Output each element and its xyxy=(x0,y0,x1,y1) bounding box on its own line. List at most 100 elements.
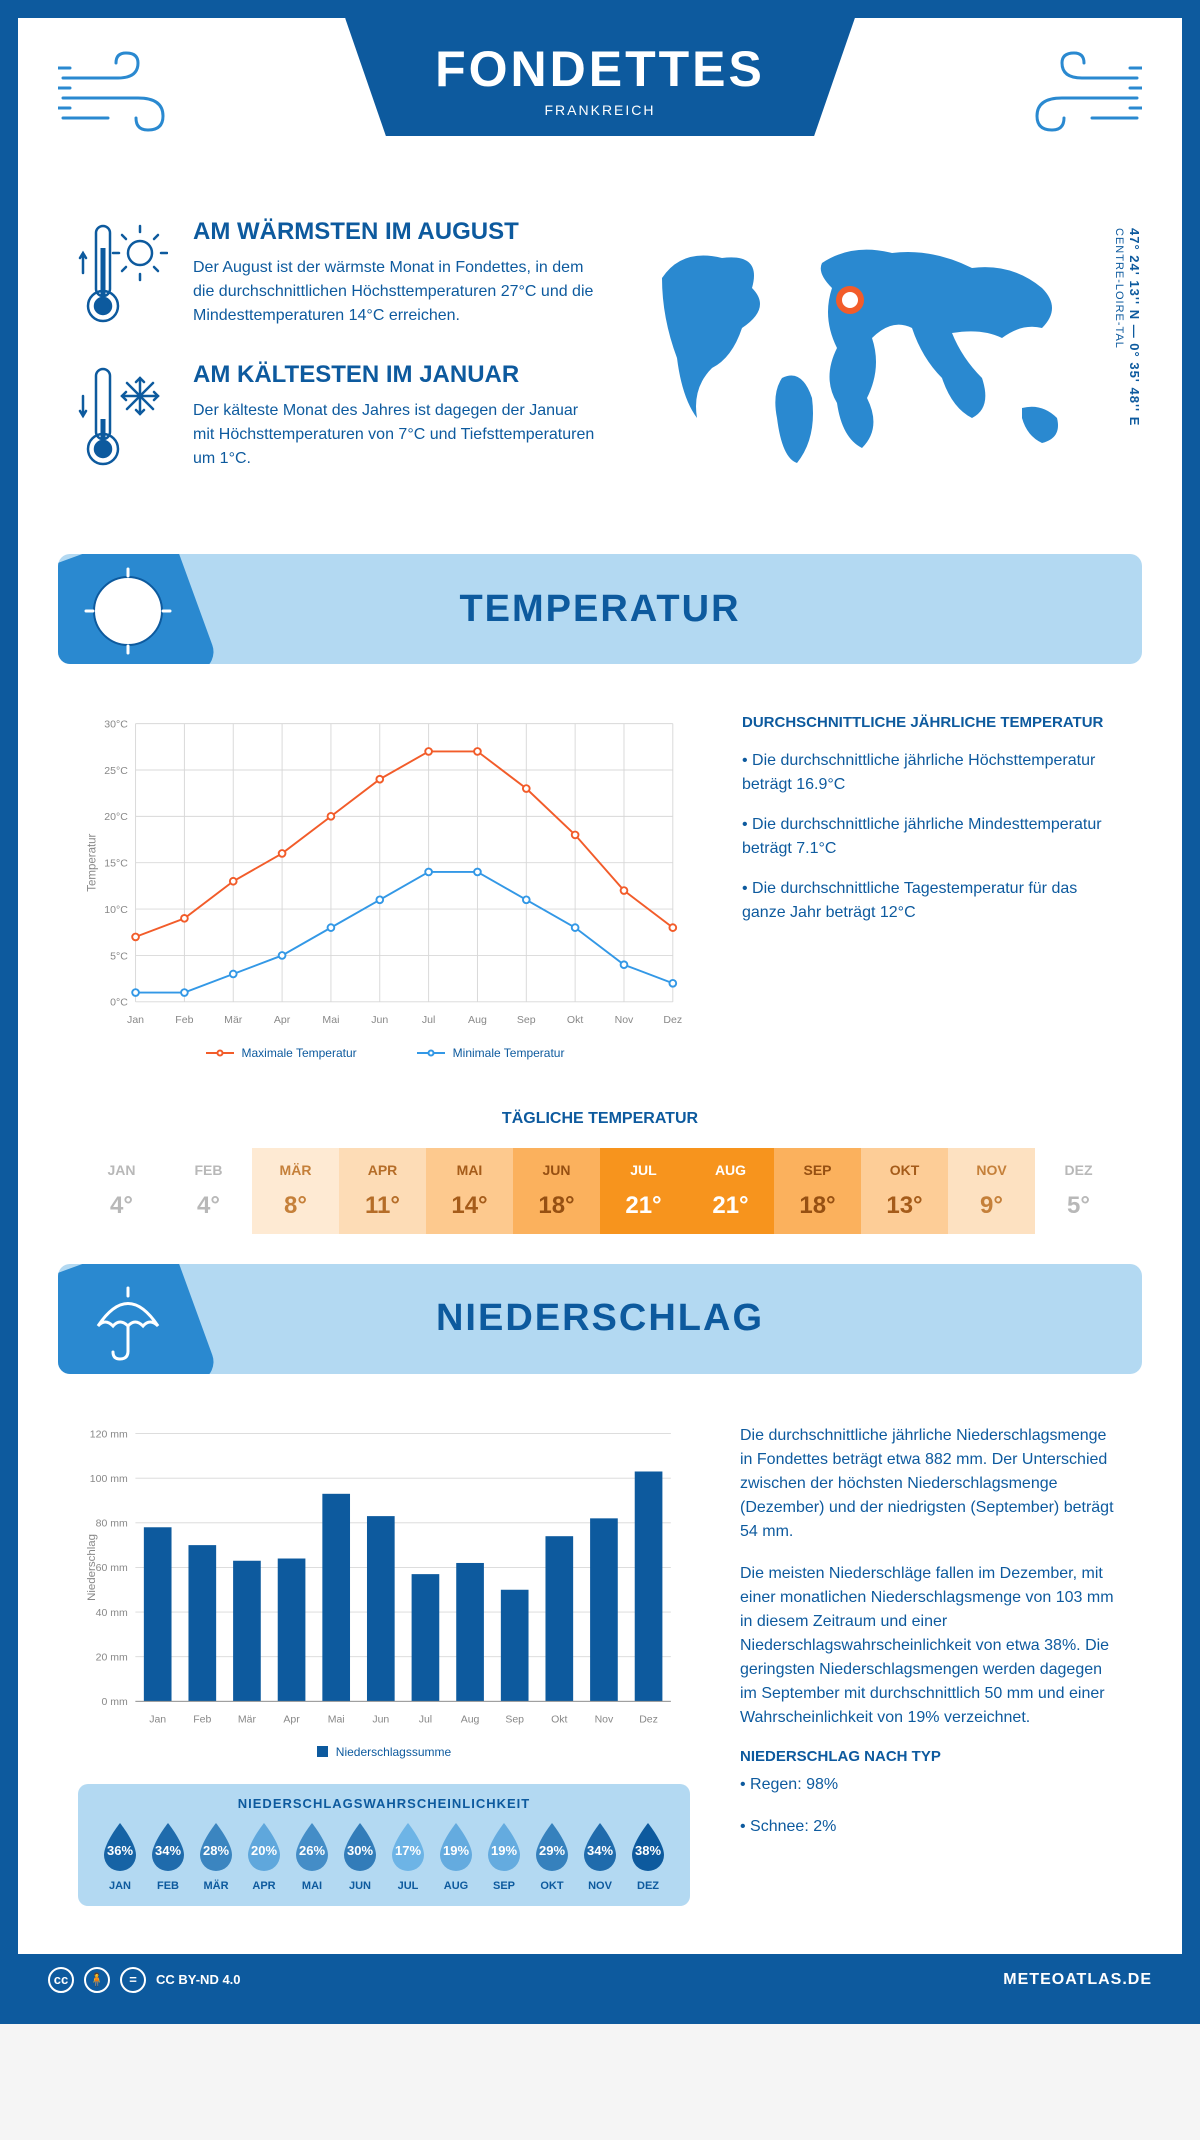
precip-p2: Die meisten Niederschläge fallen im Deze… xyxy=(740,1562,1122,1730)
svg-text:Aug: Aug xyxy=(468,1014,487,1026)
svg-text:Sep: Sep xyxy=(517,1014,536,1026)
section-header-temperature: TEMPERATUR xyxy=(58,554,1142,664)
svg-text:Feb: Feb xyxy=(175,1014,193,1026)
svg-text:Dez: Dez xyxy=(663,1014,682,1026)
thermometer-sun-icon xyxy=(78,218,168,333)
temperature-legend: Maximale Temperatur Minimale Temperatur xyxy=(78,1046,692,1060)
map-column: 47° 24' 13'' N — 0° 35' 48'' E CENTRE-LO… xyxy=(642,218,1122,504)
daily-temp-cell: JUN18° xyxy=(513,1148,600,1234)
temperature-heading: TEMPERATUR xyxy=(58,588,1142,631)
precip-type-heading: NIEDERSCHLAG NACH TYP xyxy=(740,1748,1122,1765)
daily-temp-cell: DEZ5° xyxy=(1035,1148,1122,1234)
probability-drop: 19%AUG xyxy=(432,1821,480,1892)
svg-text:Dez: Dez xyxy=(639,1713,658,1725)
fact-warmest-text: Der August ist der wärmste Monat in Fond… xyxy=(193,256,602,328)
svg-text:Aug: Aug xyxy=(461,1713,480,1725)
probability-drop: 29%OKT xyxy=(528,1821,576,1892)
precipitation-heading: NIEDERSCHLAG xyxy=(58,1297,1142,1340)
fact-coldest-title: AM KÄLTESTEN IM JANUAR xyxy=(193,361,602,389)
legend-min-label: Minimale Temperatur xyxy=(453,1046,565,1060)
temperature-content: 0°C5°C10°C15°C20°C25°C30°CJanFebMärAprMa… xyxy=(18,684,1182,1090)
daily-temp-cell: JUL21° xyxy=(600,1148,687,1234)
daily-temp-cell: MAI14° xyxy=(426,1148,513,1234)
daily-temp-cell: AUG21° xyxy=(687,1148,774,1234)
precip-legend: Niederschlagssumme xyxy=(78,1745,690,1759)
wind-icon xyxy=(58,48,188,143)
umbrella-icon xyxy=(83,1276,173,1371)
svg-text:Mär: Mär xyxy=(238,1713,257,1725)
temperature-text: DURCHSCHNITTLICHE JÄHRLICHE TEMPERATUR •… xyxy=(742,714,1122,1060)
daily-temp-cell: SEP18° xyxy=(774,1148,861,1234)
daily-temp-cell: MÄR8° xyxy=(252,1148,339,1234)
daily-temp-cell: APR11° xyxy=(339,1148,426,1234)
daily-temp-cell: NOV9° xyxy=(948,1148,1035,1234)
probability-drop: 17%JUL xyxy=(384,1821,432,1892)
svg-text:Nov: Nov xyxy=(615,1014,634,1026)
probability-drop: 26%MAI xyxy=(288,1821,336,1892)
coords-latlon: 47° 24' 13'' N — 0° 35' 48'' E xyxy=(1127,228,1142,426)
probability-drop: 20%APR xyxy=(240,1821,288,1892)
svg-text:Mär: Mär xyxy=(224,1014,243,1026)
svg-text:Temperatur: Temperatur xyxy=(86,833,98,891)
svg-text:20°C: 20°C xyxy=(104,811,128,823)
svg-text:Okt: Okt xyxy=(551,1713,567,1725)
footer: cc 🧍 = CC BY-ND 4.0 METEOATLAS.DE xyxy=(18,1954,1182,2006)
precip-legend-label: Niederschlagssumme xyxy=(336,1745,451,1759)
sun-icon xyxy=(83,566,173,661)
page: FONDETTES FRANKREICH xyxy=(0,0,1200,2024)
svg-text:40 mm: 40 mm xyxy=(96,1606,128,1618)
legend-max: Maximale Temperatur xyxy=(206,1046,357,1060)
title-banner: FONDETTES FRANKREICH xyxy=(345,18,855,136)
svg-text:Jan: Jan xyxy=(149,1713,166,1725)
footer-license: cc 🧍 = CC BY-ND 4.0 xyxy=(48,1967,241,1993)
precip-type2: • Schnee: 2% xyxy=(740,1815,1122,1839)
svg-text:Mai: Mai xyxy=(328,1713,345,1725)
legend-max-label: Maximale Temperatur xyxy=(242,1046,357,1060)
precip-p1: Die durchschnittliche jährliche Niedersc… xyxy=(740,1424,1122,1544)
cc-icon: cc xyxy=(48,1967,74,1993)
probability-drop: 34%NOV xyxy=(576,1821,624,1892)
world-map-icon xyxy=(642,218,1082,478)
svg-text:Feb: Feb xyxy=(193,1713,211,1725)
precip-probability-box: NIEDERSCHLAGSWAHRSCHEINLICHKEIT 36%JAN34… xyxy=(78,1784,690,1906)
probability-drop: 19%SEP xyxy=(480,1821,528,1892)
probability-drop: 28%MÄR xyxy=(192,1821,240,1892)
page-subtitle: FRANKREICH xyxy=(435,102,765,118)
probability-drop: 36%JAN xyxy=(96,1821,144,1892)
coords-region: CENTRE-LOIRE-TAL xyxy=(1113,228,1125,349)
svg-text:Jul: Jul xyxy=(422,1014,435,1026)
by-icon: 🧍 xyxy=(84,1967,110,1993)
temp-text-b1: • Die durchschnittliche jährliche Höchst… xyxy=(742,749,1122,797)
wind-icon xyxy=(1012,48,1142,143)
thermometer-snow-icon xyxy=(78,361,168,476)
svg-text:Jan: Jan xyxy=(127,1014,144,1026)
fact-warmest-title: AM WÄRMSTEN IM AUGUST xyxy=(193,218,602,246)
precip-type1: • Regen: 98% xyxy=(740,1773,1122,1797)
svg-text:Sep: Sep xyxy=(505,1713,524,1725)
svg-text:10°C: 10°C xyxy=(104,904,128,916)
page-title: FONDETTES xyxy=(435,40,765,98)
daily-temp-cell: JAN4° xyxy=(78,1148,165,1234)
daily-temp-cell: FEB4° xyxy=(165,1148,252,1234)
temperature-chart: 0°C5°C10°C15°C20°C25°C30°CJanFebMärAprMa… xyxy=(78,714,692,1060)
svg-text:25°C: 25°C xyxy=(104,765,128,777)
legend-min: Minimale Temperatur xyxy=(417,1046,565,1060)
svg-text:100 mm: 100 mm xyxy=(90,1473,128,1485)
probability-drop: 34%FEB xyxy=(144,1821,192,1892)
svg-text:Apr: Apr xyxy=(274,1014,291,1026)
intro-section: AM WÄRMSTEN IM AUGUST Der August ist der… xyxy=(18,198,1182,534)
svg-text:Niederschlag: Niederschlag xyxy=(86,1534,98,1601)
svg-text:Jun: Jun xyxy=(372,1713,389,1725)
fact-coldest-text: Der kälteste Monat des Jahres ist dagege… xyxy=(193,399,602,471)
temp-text-b2: • Die durchschnittliche jährliche Mindes… xyxy=(742,813,1122,861)
probability-drop: 38%DEZ xyxy=(624,1821,672,1892)
svg-text:80 mm: 80 mm xyxy=(96,1517,128,1529)
footer-site: METEOATLAS.DE xyxy=(1003,1971,1152,1989)
license-text: CC BY-ND 4.0 xyxy=(156,1972,241,1987)
coordinates: 47° 24' 13'' N — 0° 35' 48'' E CENTRE-LO… xyxy=(1112,228,1142,426)
facts-column: AM WÄRMSTEN IM AUGUST Der August ist der… xyxy=(78,218,602,504)
section-header-precipitation: NIEDERSCHLAG xyxy=(58,1264,1142,1374)
svg-text:Mai: Mai xyxy=(322,1014,339,1026)
svg-text:15°C: 15°C xyxy=(104,858,128,870)
svg-text:120 mm: 120 mm xyxy=(90,1428,128,1440)
